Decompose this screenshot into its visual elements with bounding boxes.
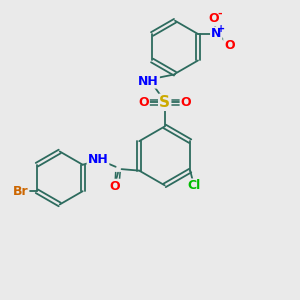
Text: O: O <box>110 180 120 193</box>
Text: NH: NH <box>88 153 108 166</box>
Text: O: O <box>181 96 191 109</box>
Text: -: - <box>218 8 222 18</box>
Text: Cl: Cl <box>187 179 200 192</box>
Text: S: S <box>159 95 170 110</box>
Text: Br: Br <box>13 185 28 198</box>
Text: NH: NH <box>138 75 159 88</box>
Text: N: N <box>211 28 221 40</box>
Text: +: + <box>217 24 225 34</box>
Text: O: O <box>138 96 149 109</box>
Text: O: O <box>208 12 219 25</box>
Text: O: O <box>224 39 235 52</box>
